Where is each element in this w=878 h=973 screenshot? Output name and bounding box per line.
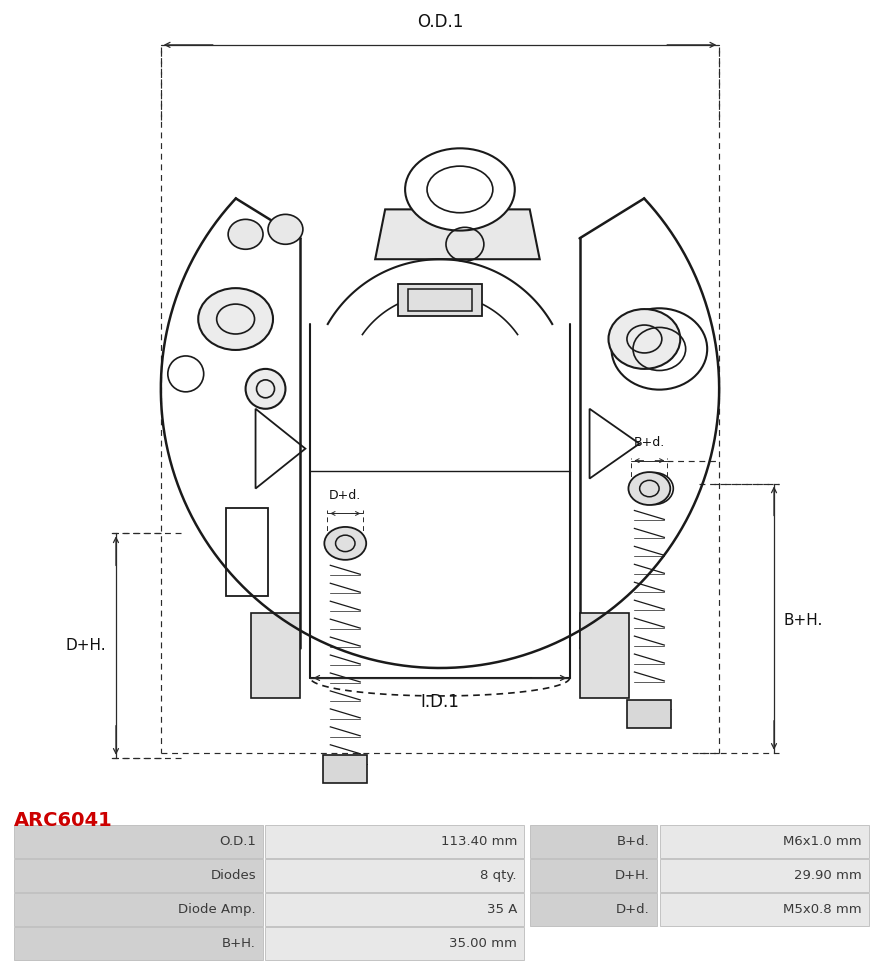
Polygon shape xyxy=(579,613,629,698)
Bar xyxy=(529,825,656,858)
Bar xyxy=(264,927,523,960)
Text: 29.90 mm: 29.90 mm xyxy=(794,870,861,883)
Ellipse shape xyxy=(268,214,303,244)
Bar xyxy=(14,859,263,892)
Bar xyxy=(264,825,523,858)
Bar xyxy=(14,893,263,926)
Bar xyxy=(659,825,868,858)
Ellipse shape xyxy=(245,369,285,409)
Bar xyxy=(264,893,523,926)
Bar xyxy=(14,825,263,858)
Text: B+d.: B+d. xyxy=(633,436,665,449)
Text: O.D.1: O.D.1 xyxy=(219,836,255,848)
Text: D+H.: D+H. xyxy=(65,638,106,653)
Bar xyxy=(529,859,656,892)
Bar xyxy=(264,859,523,892)
Text: B+d.: B+d. xyxy=(616,836,649,848)
Text: Diodes: Diodes xyxy=(210,870,255,883)
Text: B+H.: B+H. xyxy=(783,613,823,629)
Text: ARC6041: ARC6041 xyxy=(14,811,112,830)
Ellipse shape xyxy=(228,219,263,249)
Ellipse shape xyxy=(611,308,707,389)
Text: O.D.1: O.D.1 xyxy=(416,13,463,31)
Text: Diode Amp.: Diode Amp. xyxy=(178,904,255,917)
Bar xyxy=(398,284,481,316)
Polygon shape xyxy=(250,613,300,698)
Bar xyxy=(323,755,367,782)
Text: 113.40 mm: 113.40 mm xyxy=(440,836,516,848)
Text: M5x0.8 mm: M5x0.8 mm xyxy=(782,904,861,917)
Text: D+d.: D+d. xyxy=(615,904,649,917)
Text: M6x1.0 mm: M6x1.0 mm xyxy=(782,836,861,848)
Ellipse shape xyxy=(608,309,680,369)
Bar xyxy=(14,927,263,960)
Ellipse shape xyxy=(405,148,515,231)
Text: 8 qty.: 8 qty. xyxy=(480,870,516,883)
Bar xyxy=(529,893,656,926)
Polygon shape xyxy=(375,209,539,259)
Bar xyxy=(659,893,868,926)
Bar xyxy=(659,859,868,892)
Text: 35 A: 35 A xyxy=(486,904,516,917)
Bar xyxy=(407,289,471,311)
Ellipse shape xyxy=(628,472,670,505)
Text: I.D.1: I.D.1 xyxy=(420,693,459,711)
Bar xyxy=(226,509,267,596)
Text: D+H.: D+H. xyxy=(615,870,649,883)
Text: B+H.: B+H. xyxy=(222,938,255,951)
Text: D+d.: D+d. xyxy=(328,488,361,501)
Bar xyxy=(627,700,671,728)
Ellipse shape xyxy=(198,288,273,350)
Text: 35.00 mm: 35.00 mm xyxy=(449,938,516,951)
Ellipse shape xyxy=(324,527,366,559)
